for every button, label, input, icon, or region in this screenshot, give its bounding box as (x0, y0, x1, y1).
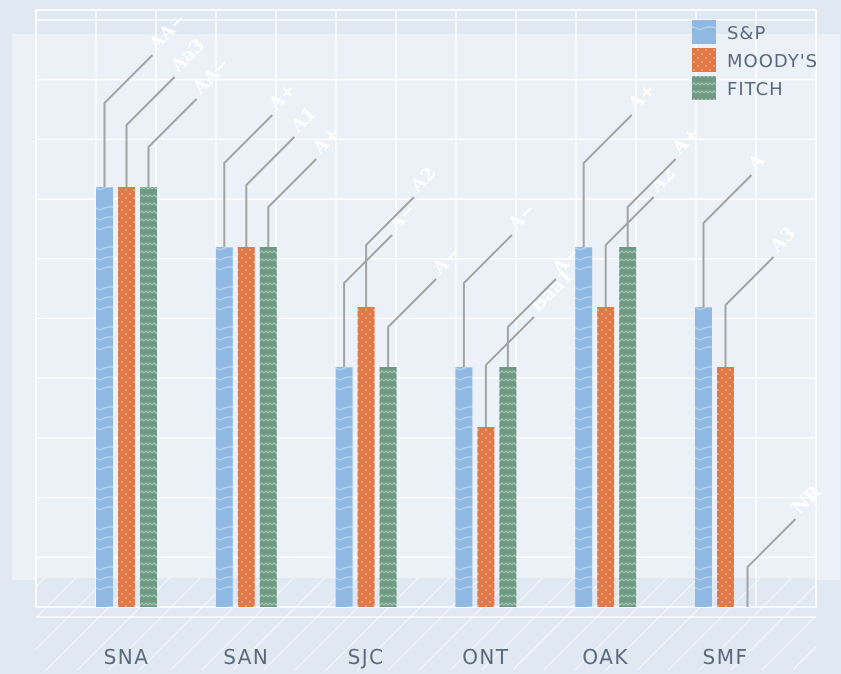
bars (96, 187, 734, 607)
category-label-oak: OAK (582, 645, 629, 669)
category-label-sjc: SJC (348, 645, 385, 669)
floor-hatch (36, 578, 816, 670)
bar-smf-moodys (717, 367, 734, 607)
bar-oak-moodys (597, 307, 615, 607)
legend-swatch-sp (692, 20, 716, 44)
bar-sna-sp (96, 187, 113, 607)
leader-line (387, 278, 437, 367)
leader-line (484, 316, 535, 427)
legend-item-fitch: FITCH (692, 76, 784, 100)
bar-oak-fitch (619, 247, 637, 607)
leader-line (582, 114, 633, 247)
bar-san-sp (215, 247, 233, 607)
bar-sjc-fitch (379, 367, 397, 607)
bar-smf-sp (695, 307, 712, 607)
legend-label-fitch: FITCH (727, 79, 784, 100)
leader-line (462, 234, 513, 367)
leader-line (604, 196, 655, 307)
category-labels: SNA SAN SJC ONT OAK SMF (104, 645, 749, 669)
legend-swatch-moodys (692, 48, 716, 72)
leader-line (103, 54, 154, 187)
plot-frame (35, 9, 817, 608)
leader-line (125, 76, 176, 187)
leader-line (724, 256, 775, 367)
bar-sjc-sp (335, 367, 353, 607)
leader-line (702, 174, 753, 307)
bar-san-fitch (259, 247, 277, 607)
leader-line (365, 196, 415, 307)
legend-label-sp: S&P (727, 23, 766, 44)
leader-line (746, 518, 797, 607)
bar-oak-sp (575, 247, 593, 607)
leader-line (245, 136, 296, 247)
bar-sjc-moodys (357, 307, 375, 607)
bar-ont-sp (455, 367, 473, 607)
bar-ont-fitch (499, 367, 517, 607)
category-label-san: SAN (223, 645, 269, 669)
bar-sna-moodys (118, 187, 135, 607)
category-label-sna: SNA (104, 645, 150, 669)
legend-swatch-fitch (692, 76, 716, 100)
leader-line (223, 114, 274, 247)
leader-line (506, 278, 557, 367)
category-label-ont: ONT (462, 645, 509, 669)
legend-item-sp: S&P (692, 20, 766, 44)
leader-line (343, 234, 393, 367)
category-label-smf: SMF (703, 645, 749, 669)
leader-line (626, 158, 677, 247)
leader-line (147, 98, 198, 187)
bar-ont-moodys (477, 427, 495, 607)
legend-item-moodys: MOODY'S (692, 48, 818, 72)
leader-line (267, 158, 318, 247)
bar-san-moodys (237, 247, 255, 607)
bar-sna-fitch (140, 187, 157, 607)
legend-label-moodys: MOODY'S (727, 51, 818, 72)
legend: S&P MOODY'S FITCH (692, 20, 818, 100)
